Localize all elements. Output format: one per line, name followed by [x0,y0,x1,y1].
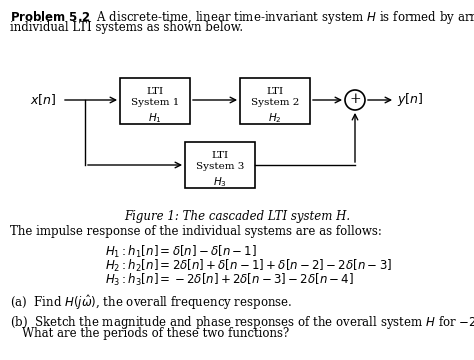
Text: System 1: System 1 [131,98,179,107]
Text: What are the periods of these two functions?: What are the periods of these two functi… [22,327,289,340]
Text: LTI: LTI [211,151,228,160]
Bar [240,78,310,124]
Bar [185,142,255,188]
Text: +: + [349,92,361,106]
Text: LTI: LTI [146,87,164,96]
Text: $y[n]$: $y[n]$ [397,91,423,108]
Text: $H_1 : h_1[n] = \delta[n] - \delta[n-1]$: $H_1 : h_1[n] = \delta[n] - \delta[n-1]$ [105,244,257,260]
Text: $H_2$: $H_2$ [268,111,282,125]
Text: $H_1$: $H_1$ [148,111,162,125]
Text: (b)  Sketch the magnitude and phase responses of the overall system $H$ for $-2\: (b) Sketch the magnitude and phase respo… [10,313,474,332]
Bar [120,78,190,124]
Text: System 3: System 3 [196,162,244,171]
Text: $H_3 : h_3[n] = -2\delta[n] + 2\delta[n-3] - 2\delta[n-4]$: $H_3 : h_3[n] = -2\delta[n] + 2\delta[n-… [105,272,354,288]
Text: System 2: System 2 [251,98,299,107]
Text: $\mathbf{Problem\ 5.2}$  A discrete-time, linear time-invariant system $H$ is fo: $\mathbf{Problem\ 5.2}$ A discrete-time,… [10,9,474,26]
Text: (a)  Find $H(j\hat{\omega})$, the overall frequency response.: (a) Find $H(j\hat{\omega})$, the overall… [10,293,292,312]
Text: $x[n]$: $x[n]$ [30,93,56,108]
Text: Figure 1: The cascaded LTI system H.: Figure 1: The cascaded LTI system H. [124,210,350,223]
Text: The impulse response of the individual systems are as follows:: The impulse response of the individual s… [10,225,382,238]
Text: LTI: LTI [266,87,283,96]
Text: individual LTI systems as shown below.: individual LTI systems as shown below. [10,21,243,34]
Text: $H_3$: $H_3$ [213,175,227,189]
Text: $H_2 : h_2[n] = 2\delta[n] + \delta[n-1] + \delta[n-2] - 2\delta[n-3]$: $H_2 : h_2[n] = 2\delta[n] + \delta[n-1]… [105,258,392,274]
